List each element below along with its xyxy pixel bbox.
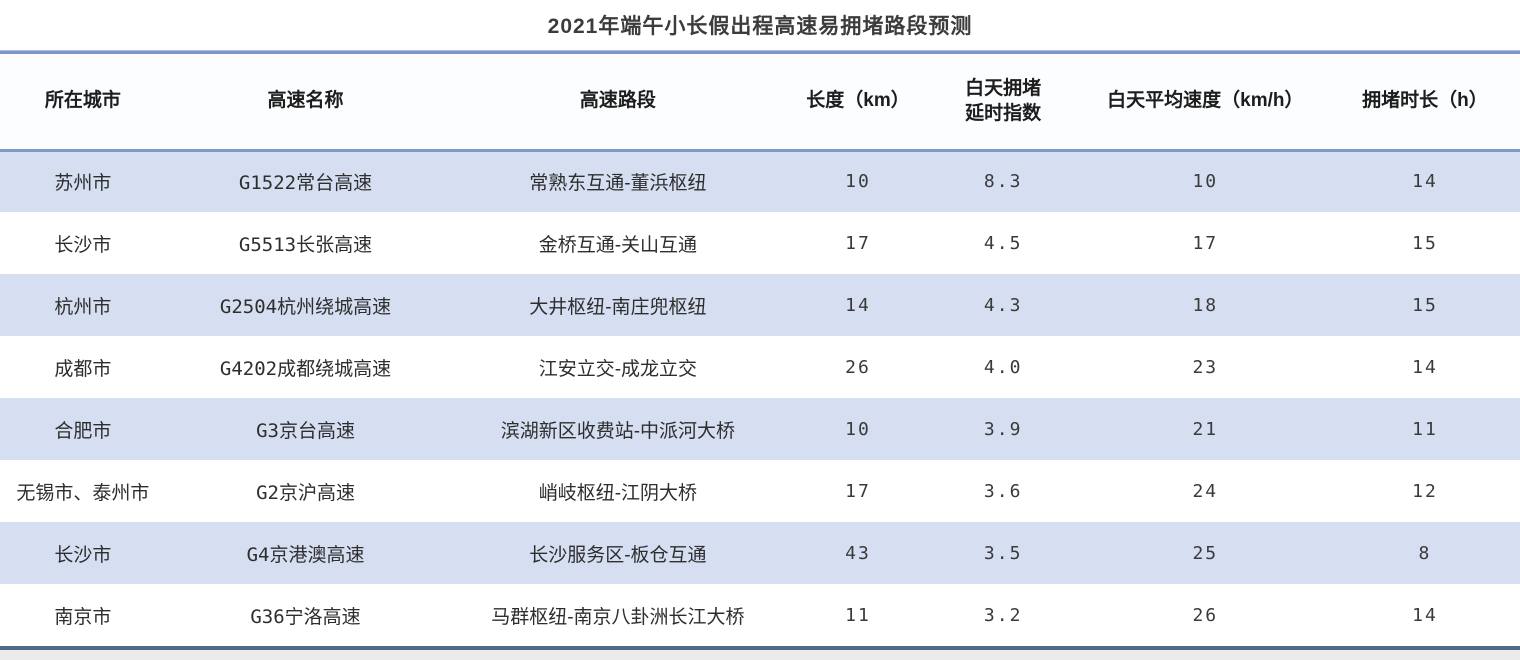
cell-length_km: 26 [845,356,871,378]
cell-length_km: 10 [845,418,871,440]
cell-congestion_hours: 8 [1418,542,1432,564]
cell-avg_speed_kmh: 26 [1192,604,1219,626]
cell-delay_index: 4.3 [983,294,1023,316]
table-row: 合肥市 G3京台高速 滨湖新区收费站-中派河大桥 10 3.9 21 11 [0,398,1520,460]
cell-city: 合肥市 [54,420,112,442]
table-row: 长沙市 G4京港澳高速 长沙服务区-板仓互通 43 3.5 25 8 [0,522,1520,584]
cell-section: 江安立交-成龙立交 [538,358,698,380]
cell-city: 长沙市 [54,234,112,256]
cell-highway: G1522常台高速 [238,172,373,195]
page-title: 2021年端午小长假出程高速易拥堵路段预测 [547,15,973,38]
cell-section: 金桥互通-关山互通 [538,234,698,256]
cell-length_km: 10 [845,171,871,193]
header-row: 所在城市 高速名称 高速路段 长度（km） 白天拥堵 延时指数 白天平均速度（km/h）拥… [0,54,1520,152]
cell-city: 长沙市 [54,544,112,566]
cell-length_km: 14 [845,294,871,316]
cell-length_km: 11 [845,604,871,626]
cell-section: 常熟东互通-董浜枢纽 [529,173,707,195]
column-header-highway: 高速名称 [165,54,446,152]
cell-congestion_hours: 14 [1412,356,1438,378]
cell-city: 杭州市 [54,296,112,318]
cell-section: 马群枢纽-南京八卦洲长江大桥 [491,606,745,628]
cell-delay_index: 8.3 [983,171,1023,193]
cell-section: 峭岐枢纽-江阴大桥 [538,482,698,504]
column-header-avg_speed_kmh: 白天平均速度（km/h） [1080,54,1330,152]
column-header-length_km: 长度（km） [790,54,926,152]
cell-delay_index: 3.5 [983,542,1023,564]
cell-city: 无锡市、泰州市 [16,482,150,504]
table-row: 长沙市 G5513长张高速 金桥互通-关山互通 17 4.5 17 15 [0,212,1520,274]
cell-length_km: 43 [845,542,871,564]
table-row: 成都市 G4202成都绕城高速 江安立交-成龙立交 26 4.0 23 14 [0,336,1520,398]
cell-city: 成都市 [54,358,112,380]
cell-congestion_hours: 15 [1412,232,1438,254]
table-row: 南京市 G36宁洛高速 马群枢纽-南京八卦洲长江大桥 11 3.2 26 14 [0,584,1520,646]
bottom-margin [0,650,1520,660]
cell-highway: G2504杭州绕城高速 [219,295,392,318]
cell-length_km: 17 [845,232,871,254]
top-divider [0,50,1520,54]
cell-congestion_hours: 14 [1412,604,1438,626]
cell-avg_speed_kmh: 21 [1192,418,1219,440]
cell-avg_speed_kmh: 24 [1192,480,1219,502]
cell-avg_speed_kmh: 25 [1192,542,1219,564]
cell-highway: G4京港澳高速 [246,543,365,566]
cell-highway: G4202成都绕城高速 [219,357,392,380]
table-row: 杭州市 G2504杭州绕城高速 大井枢纽-南庄兜枢纽 14 4.3 18 15 [0,274,1520,336]
cell-highway: G36宁洛高速 [250,605,361,628]
cell-avg_speed_kmh: 18 [1192,294,1219,316]
cell-avg_speed_kmh: 17 [1192,232,1219,254]
cell-highway: G5513长张高速 [238,233,373,256]
cell-delay_index: 4.5 [983,232,1023,254]
cell-section: 滨湖新区收费站-中派河大桥 [500,420,736,442]
table-row: 苏州市 G1522常台高速 常熟东互通-董浜枢纽 10 8.3 10 14 [0,150,1520,212]
cell-congestion_hours: 11 [1412,418,1438,440]
cell-delay_index: 3.6 [983,480,1023,502]
cell-section: 大井枢纽-南庄兜枢纽 [529,296,707,318]
cell-highway: G2京沪高速 [256,481,355,504]
cell-length_km: 17 [845,480,871,502]
bottom-divider [0,646,1520,650]
column-header-city: 所在城市 [0,54,166,152]
column-header-section: 高速路段 [445,54,791,152]
cell-congestion_hours: 15 [1412,294,1438,316]
table-body: 苏州市 G1522常台高速 常熟东互通-董浜枢纽 10 8.3 10 14 长沙市 G5513长… [0,150,1520,646]
cell-avg_speed_kmh: 23 [1192,356,1219,378]
cell-congestion_hours: 14 [1412,171,1438,193]
cell-congestion_hours: 12 [1412,480,1438,502]
column-header-delay_index: 白天拥堵 延时指数 [925,54,1081,152]
column-header-congestion_hours: 拥堵时长（h） [1329,54,1520,152]
cell-delay_index: 4.0 [983,356,1023,378]
congestion-table: 所在城市 高速名称 高速路段 长度（km） 白天拥堵 延时指数 白天平均速度（km/h）拥… [0,54,1520,646]
cell-city: 南京市 [54,606,112,628]
cell-section: 长沙服务区-板仓互通 [529,544,707,566]
cell-city: 苏州市 [54,173,112,195]
cell-delay_index: 3.2 [983,604,1023,626]
cell-delay_index: 3.9 [983,418,1023,440]
table-row: 无锡市、泰州市 G2京沪高速 峭岐枢纽-江阴大桥 17 3.6 24 12 [0,460,1520,522]
cell-avg_speed_kmh: 10 [1192,171,1219,193]
cell-highway: G3京台高速 [256,419,355,442]
